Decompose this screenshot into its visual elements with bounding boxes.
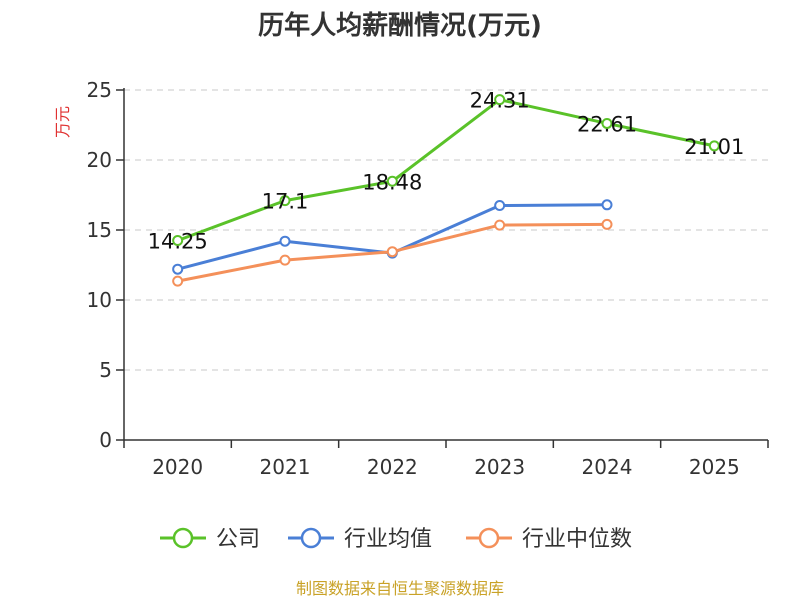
data-label-2020: 14.25 bbox=[148, 230, 208, 254]
series-2-point-2023[interactable] bbox=[494, 219, 506, 231]
x-tick-label-2020: 2020 bbox=[152, 455, 203, 479]
series-line-0 bbox=[177, 98, 715, 242]
x-tick-label-2025: 2025 bbox=[689, 455, 740, 479]
x-tick-label-2023: 2023 bbox=[474, 455, 525, 479]
y-tick-label-3: 15 bbox=[87, 218, 112, 242]
series-1-point-2021[interactable] bbox=[279, 235, 291, 247]
y-tick-label-2: 10 bbox=[87, 288, 112, 312]
series-2-point-2022[interactable] bbox=[386, 246, 398, 258]
y-tick-label-1: 5 bbox=[99, 358, 112, 382]
series-0-point-2024[interactable] bbox=[601, 117, 613, 129]
y-tick-label-0: 0 bbox=[99, 428, 112, 452]
data-label-2021: 17.1 bbox=[262, 190, 309, 214]
data-label-2024: 22.61 bbox=[577, 112, 637, 136]
legend-label-1: 行业均值 bbox=[344, 527, 432, 552]
legend-item-2[interactable]: 行业中位数 bbox=[466, 527, 632, 552]
legend-item-1[interactable]: 行业均值 bbox=[288, 527, 432, 552]
series-0-point-2025[interactable] bbox=[708, 140, 720, 152]
data-label-2025: 21.01 bbox=[684, 135, 744, 159]
series-1-point-2020[interactable] bbox=[172, 263, 184, 275]
series-0-point-2023[interactable] bbox=[494, 94, 506, 106]
series-0-point-2021[interactable] bbox=[279, 195, 291, 207]
source-note: 制图数据来自恒生聚源数据库 bbox=[296, 579, 504, 598]
series-1-point-2024[interactable] bbox=[601, 199, 613, 211]
data-label-2022: 18.48 bbox=[362, 170, 422, 194]
series-0-point-2022[interactable] bbox=[386, 175, 398, 187]
series-group bbox=[172, 94, 720, 287]
y-tick-label-5: 25 bbox=[87, 78, 112, 102]
x-tick-label-2022: 2022 bbox=[367, 455, 418, 479]
series-2-point-2024[interactable] bbox=[601, 218, 613, 230]
series-0-point-2020[interactable] bbox=[172, 235, 184, 246]
series-2-point-2021[interactable] bbox=[279, 254, 291, 266]
legend-label-2: 行业中位数 bbox=[522, 527, 632, 552]
y-tick-label-4: 20 bbox=[87, 148, 112, 172]
legend-marker-2 bbox=[478, 527, 500, 549]
x-tick-label-2024: 2024 bbox=[582, 455, 633, 479]
legend-marker-0 bbox=[172, 527, 194, 549]
legend-label-0: 公司 bbox=[216, 527, 260, 552]
legend[interactable]: 公司 行业均值 行业中位数 bbox=[160, 527, 632, 552]
data-labels: 14.25 17.1 18.48 24.31 22.61 21.01 bbox=[148, 89, 745, 254]
legend-item-0[interactable]: 公司 bbox=[160, 527, 260, 552]
series-1-point-2023[interactable] bbox=[494, 200, 506, 211]
series-2-point-2020[interactable] bbox=[172, 275, 184, 287]
series-line-1 bbox=[177, 203, 608, 271]
x-tick-label-2021: 2021 bbox=[260, 455, 311, 479]
chart-title: 历年人均薪酬情况(万元) bbox=[258, 10, 542, 41]
y-axis-label: 万元 bbox=[53, 106, 72, 138]
legend-marker-1 bbox=[300, 527, 322, 549]
data-label-2023: 24.31 bbox=[470, 89, 530, 113]
